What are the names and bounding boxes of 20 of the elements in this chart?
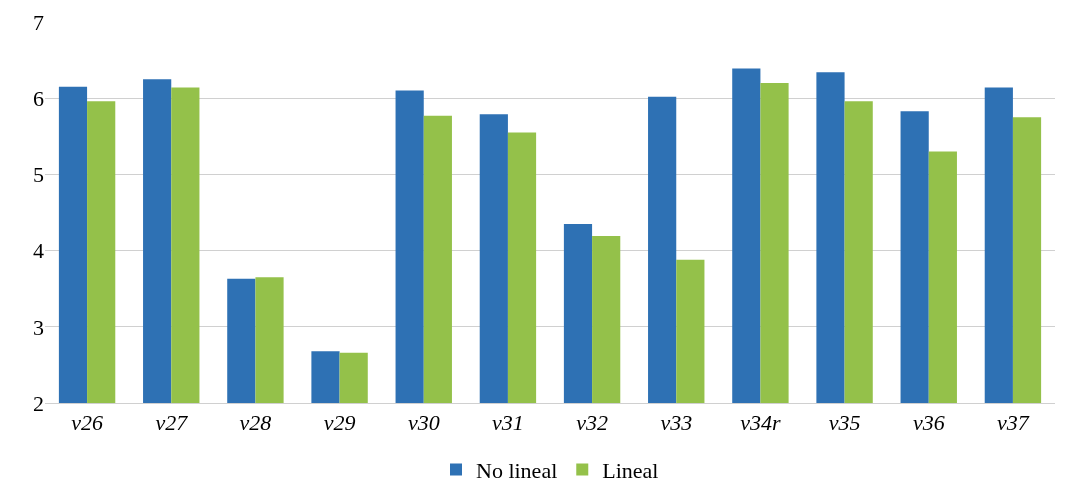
x-tick-label: v30 xyxy=(407,410,440,436)
x-tick-label: v28 xyxy=(239,410,272,436)
x-tick-label: v29 xyxy=(323,410,356,436)
x-tick-label: v35 xyxy=(828,410,861,436)
x-tick-label: v31 xyxy=(492,410,524,436)
x-tick-label: v37 xyxy=(997,410,1030,436)
legend-label: No lineal xyxy=(476,458,558,484)
y-tick-label: 3 xyxy=(33,314,44,340)
y-tick-label: 7 xyxy=(33,9,44,35)
x-tick-label: v34r xyxy=(740,410,782,436)
y-tick-label: 6 xyxy=(33,85,44,111)
y-tick-label: 4 xyxy=(33,238,44,264)
x-tick-label: v33 xyxy=(660,410,693,436)
y-tick-label: 5 xyxy=(33,162,44,188)
x-tick-label: v27 xyxy=(155,410,189,436)
x-tick-label: v26 xyxy=(71,410,103,436)
y-tick-label: 2 xyxy=(33,390,44,416)
x-tick-label: v36 xyxy=(912,410,945,436)
x-tick-label: v32 xyxy=(576,410,608,436)
legend-label: Lineal xyxy=(602,458,659,484)
